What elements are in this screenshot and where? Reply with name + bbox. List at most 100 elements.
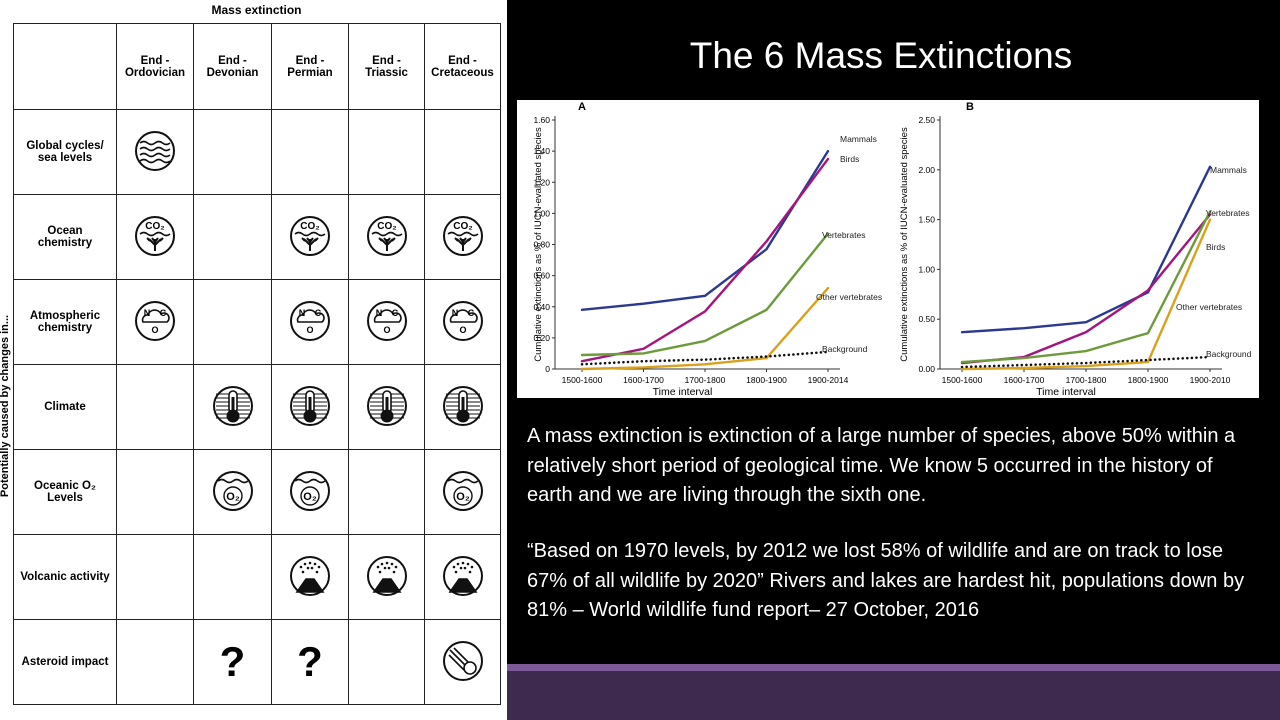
x-tick-label: 1800-1900 xyxy=(1128,375,1169,385)
y-tick-label: 0.60 xyxy=(533,271,550,281)
icon: CO₂ xyxy=(290,215,330,256)
series-label: Birds xyxy=(840,154,859,164)
icon-text: O xyxy=(151,325,158,335)
cloud xyxy=(141,308,170,323)
x-tick-label: 1500-1600 xyxy=(942,375,983,385)
table-title: Mass extinction xyxy=(211,3,302,17)
cell xyxy=(424,109,501,195)
paragraph: A mass extinction is extinction of a lar… xyxy=(527,425,1236,506)
cell xyxy=(424,534,501,620)
series-line xyxy=(960,218,1212,371)
icon: CO₂ xyxy=(442,215,483,256)
icon xyxy=(442,640,483,681)
column-header: End - Ordovician xyxy=(116,23,194,110)
icon: CO₂ xyxy=(366,215,407,256)
x-tick-label: 1700-1800 xyxy=(1066,375,1107,385)
x-tick-label: 1700-1800 xyxy=(685,375,726,385)
cell xyxy=(424,619,501,705)
ash xyxy=(306,566,310,569)
y-tick-label: 0.80 xyxy=(533,240,550,250)
icon-text: N xyxy=(375,308,382,318)
y-tick-label: 1.50 xyxy=(918,215,935,225)
icon: O₂ xyxy=(442,470,483,511)
icon xyxy=(290,555,330,596)
x-axis-label: Time interval xyxy=(1036,386,1096,398)
icon: N CO xyxy=(290,300,330,341)
header-row: End - Ordovician End - Devonian End - Perm… xyxy=(13,23,501,110)
series-label: Vertebrates xyxy=(822,230,865,240)
series-label: Vertebrates xyxy=(1206,208,1249,218)
wave xyxy=(139,158,171,163)
table-panel: Mass extinction Potentially caused by ch… xyxy=(0,0,507,720)
ash xyxy=(376,565,379,568)
x-tick-label: 1600-1700 xyxy=(623,375,664,385)
cell xyxy=(116,534,194,620)
ash xyxy=(308,561,312,564)
cell xyxy=(348,534,425,620)
icon: N CO xyxy=(366,300,407,341)
ash xyxy=(454,570,457,573)
cell xyxy=(348,364,425,450)
wave xyxy=(294,478,326,483)
series-label: Other vertebrates xyxy=(816,292,882,302)
y-tick-label: 1.00 xyxy=(533,208,550,218)
asteroid xyxy=(462,660,477,675)
ash xyxy=(466,562,469,565)
row-label: Oceanic O₂ Levels xyxy=(13,449,117,535)
ash xyxy=(463,566,466,569)
slide-title: The 6 Mass Extinctions xyxy=(690,35,1072,76)
ash xyxy=(461,561,464,564)
icon xyxy=(366,555,407,596)
table-row: Climate xyxy=(13,364,501,450)
y-tick-label: 1.00 xyxy=(918,264,935,274)
y-tick-label: 0.20 xyxy=(533,333,550,343)
x-tick-label: 1800-1900 xyxy=(746,375,787,385)
cell xyxy=(271,364,349,450)
coral xyxy=(146,236,164,251)
wave xyxy=(139,152,171,157)
icon-ring xyxy=(290,215,330,256)
icon: O₂ xyxy=(212,470,253,511)
column-header: End - Triassic xyxy=(348,23,425,110)
row-label: Atmospheric chemistry xyxy=(13,279,117,365)
cell xyxy=(348,109,425,195)
icon-text: O xyxy=(383,325,390,335)
icon-text: N xyxy=(451,308,458,318)
icon-text: C xyxy=(160,308,167,318)
coral xyxy=(453,236,472,251)
series-label: Birds xyxy=(1206,242,1225,252)
column-header: End - Permian xyxy=(271,23,349,110)
cell xyxy=(193,109,272,195)
wave xyxy=(139,140,171,145)
series-label: Mammals xyxy=(1210,165,1247,175)
column-header: End - Cretaceous xyxy=(424,23,501,110)
cell xyxy=(193,364,272,450)
ash xyxy=(392,570,395,573)
panel-label: B xyxy=(966,101,974,113)
icon: N CO xyxy=(135,300,175,341)
cell: O₂ xyxy=(193,449,272,535)
ash xyxy=(390,562,393,565)
wave xyxy=(447,231,478,236)
ash xyxy=(468,570,471,573)
icon-text: C xyxy=(391,308,398,318)
cell xyxy=(424,364,501,450)
cloud xyxy=(296,308,325,323)
icon-ring xyxy=(290,300,330,341)
footer-band xyxy=(507,671,1280,720)
series-line xyxy=(960,165,1212,334)
icon-text: O₂ xyxy=(226,491,240,503)
series-label: Background xyxy=(822,344,868,354)
x-tick-label: 1900-2010 xyxy=(1190,375,1231,385)
icon-ring xyxy=(366,215,407,256)
footer-stripe xyxy=(507,664,1280,671)
icon xyxy=(135,130,175,171)
ash xyxy=(303,562,307,565)
x-tick-label: 1900-2014 xyxy=(808,375,849,385)
wave xyxy=(371,231,402,236)
icon xyxy=(290,385,330,426)
ash xyxy=(456,562,459,565)
wave xyxy=(139,231,171,236)
paragraph: “Based on 1970 levels, by 2012 we lost 5… xyxy=(527,540,1245,621)
y-tick-label: 1.20 xyxy=(533,177,550,187)
